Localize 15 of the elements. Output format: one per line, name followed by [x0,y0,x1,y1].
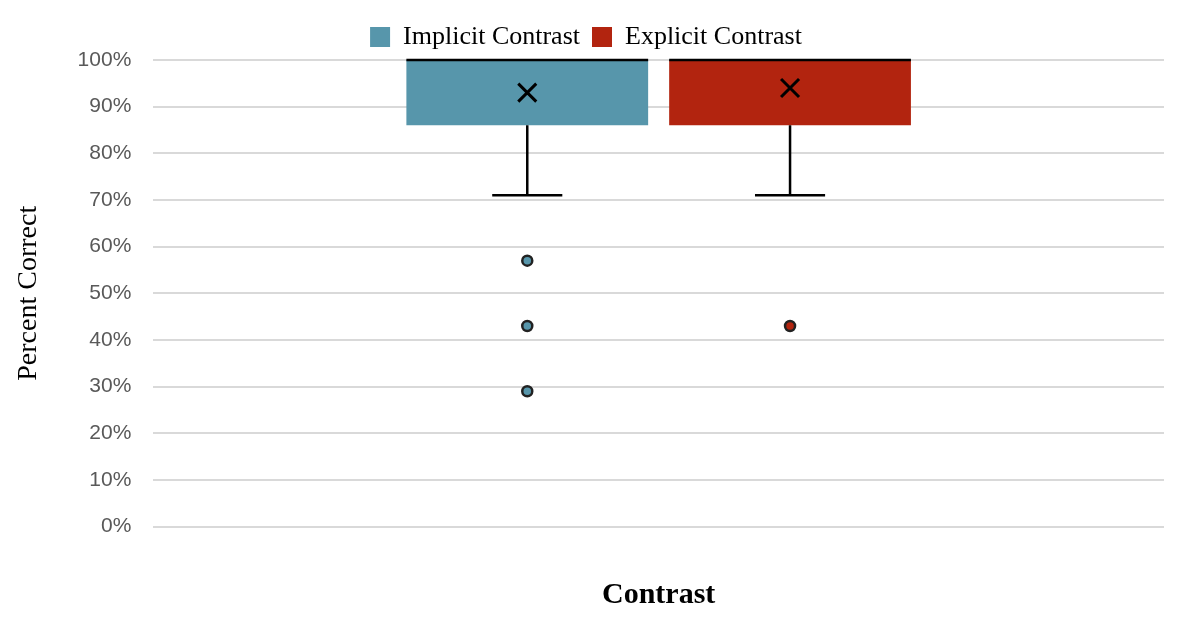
y-tick-label: 80% [89,140,132,164]
x-axis-title: Contrast [601,575,716,609]
legend-label: Implicit Contrast [403,20,581,50]
y-tick-label: 20% [89,420,132,444]
y-tick-label: 70% [89,186,132,210]
y-axis-title: Percent Correct [11,205,43,381]
legend-label: Explicit Contrast [625,20,803,50]
y-tick-label: 60% [89,233,132,257]
y-tick-label: 10% [89,466,132,490]
y-tick-label: 90% [89,93,132,117]
y-tick-label: 40% [89,326,132,350]
y-tick-label: 0% [100,513,132,537]
y-tick-label: 30% [89,373,132,397]
y-tick-label: 100% [77,46,132,70]
y-tick-label: 50% [89,280,132,304]
